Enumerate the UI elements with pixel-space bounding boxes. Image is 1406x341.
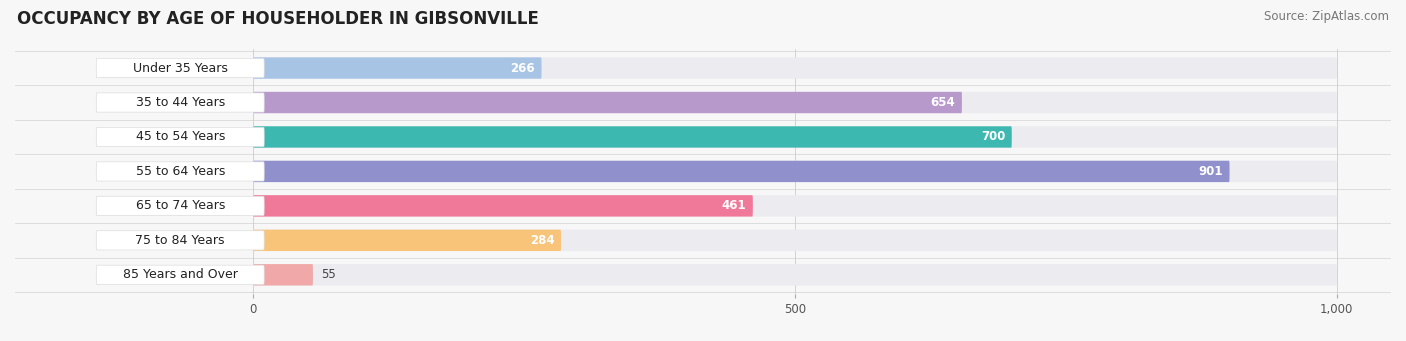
Text: 55 to 64 Years: 55 to 64 Years (135, 165, 225, 178)
FancyBboxPatch shape (253, 57, 541, 79)
Text: 85 Years and Over: 85 Years and Over (122, 268, 238, 281)
Text: 45 to 54 Years: 45 to 54 Years (135, 131, 225, 144)
FancyBboxPatch shape (96, 265, 264, 284)
FancyBboxPatch shape (96, 127, 264, 147)
Text: 461: 461 (721, 199, 747, 212)
FancyBboxPatch shape (96, 196, 264, 216)
Text: Source: ZipAtlas.com: Source: ZipAtlas.com (1264, 10, 1389, 23)
FancyBboxPatch shape (253, 126, 1337, 148)
FancyBboxPatch shape (253, 92, 1337, 113)
Text: 55: 55 (322, 268, 336, 281)
FancyBboxPatch shape (253, 161, 1337, 182)
Text: Under 35 Years: Under 35 Years (132, 62, 228, 75)
Text: 65 to 74 Years: 65 to 74 Years (135, 199, 225, 212)
Text: 700: 700 (981, 131, 1005, 144)
Text: 901: 901 (1198, 165, 1223, 178)
Text: 75 to 84 Years: 75 to 84 Years (135, 234, 225, 247)
FancyBboxPatch shape (253, 264, 314, 285)
Text: 35 to 44 Years: 35 to 44 Years (135, 96, 225, 109)
FancyBboxPatch shape (253, 161, 1230, 182)
FancyBboxPatch shape (253, 92, 962, 113)
FancyBboxPatch shape (96, 162, 264, 181)
FancyBboxPatch shape (253, 229, 561, 251)
Text: 266: 266 (510, 62, 536, 75)
FancyBboxPatch shape (96, 93, 264, 112)
FancyBboxPatch shape (96, 231, 264, 250)
Text: OCCUPANCY BY AGE OF HOUSEHOLDER IN GIBSONVILLE: OCCUPANCY BY AGE OF HOUSEHOLDER IN GIBSO… (17, 10, 538, 28)
FancyBboxPatch shape (253, 126, 1012, 148)
FancyBboxPatch shape (253, 57, 1337, 79)
FancyBboxPatch shape (253, 195, 1337, 217)
Text: 654: 654 (931, 96, 956, 109)
FancyBboxPatch shape (253, 195, 752, 217)
FancyBboxPatch shape (253, 264, 1337, 285)
Text: 284: 284 (530, 234, 554, 247)
FancyBboxPatch shape (253, 229, 1337, 251)
FancyBboxPatch shape (96, 58, 264, 78)
